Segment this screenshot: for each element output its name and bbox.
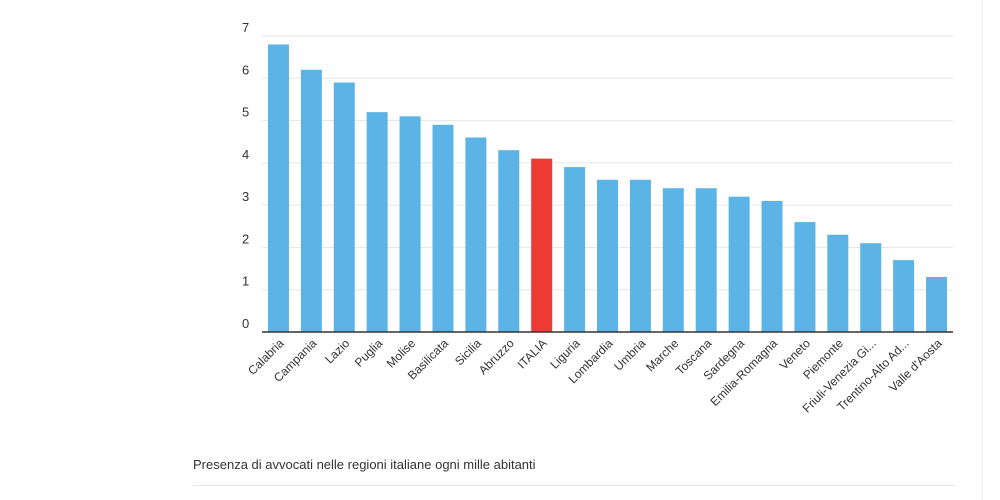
bar-highlight xyxy=(531,158,553,332)
y-tick-label: 2 xyxy=(242,231,249,246)
bars xyxy=(267,44,948,332)
bar xyxy=(300,69,322,332)
x-category-label: Puglia xyxy=(352,336,386,370)
caption-divider xyxy=(193,485,955,486)
bar xyxy=(860,243,882,332)
bar xyxy=(893,260,915,332)
bar xyxy=(366,112,388,332)
y-tick-label: 1 xyxy=(242,274,249,289)
bar xyxy=(432,124,454,332)
y-tick-label: 0 xyxy=(242,316,249,331)
y-tick-label: 7 xyxy=(242,20,249,35)
bar xyxy=(498,150,520,332)
bar xyxy=(597,179,618,332)
bar xyxy=(695,188,717,332)
bar xyxy=(465,137,487,332)
bar xyxy=(267,44,289,332)
x-category-label: ITALIA xyxy=(515,336,550,371)
x-category-label: Lazio xyxy=(322,336,352,366)
bar xyxy=(827,234,849,332)
bar xyxy=(629,179,651,332)
bar xyxy=(564,167,586,332)
y-tick-label: 6 xyxy=(242,62,249,77)
bar xyxy=(399,116,421,332)
bar xyxy=(662,188,684,332)
bar xyxy=(728,196,750,332)
chart-caption: Presenza di avvocati nelle regioni itali… xyxy=(193,457,536,472)
bar xyxy=(926,277,948,332)
bar xyxy=(761,200,783,332)
y-tick-label: 5 xyxy=(242,105,249,120)
y-tick-label: 3 xyxy=(242,189,249,204)
bar xyxy=(794,222,816,332)
y-axis-ticks: 0 1 2 3 4 5 6 7 xyxy=(242,20,249,331)
y-tick-label: 4 xyxy=(242,147,249,162)
x-category-label: Abruzzo xyxy=(476,336,517,377)
bar xyxy=(333,82,355,332)
page-edge-divider xyxy=(982,0,983,500)
x-category-label: Umbria xyxy=(611,336,648,373)
